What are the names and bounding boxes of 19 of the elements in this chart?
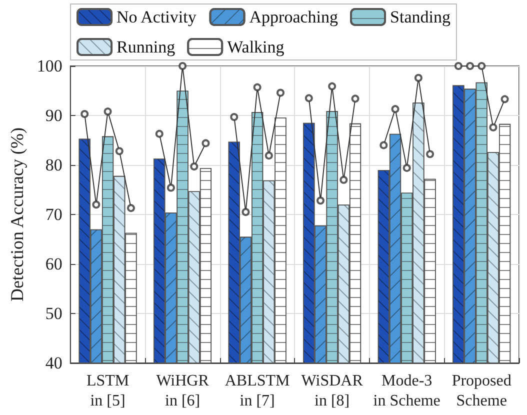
y-tick-label: 60 [45, 254, 62, 274]
x-tick-label: Proposed Scheme [452, 372, 512, 410]
y-tick-label: 70 [45, 205, 62, 224]
legend-label: Running [116, 38, 176, 56]
legend-label: No Activity [116, 8, 197, 26]
y-tick-label: 40 [45, 354, 62, 372]
legend-label: Standing [390, 8, 451, 26]
y-tick-label: 90 [45, 106, 62, 125]
x-tick-label: WiSDAR in [8] [301, 372, 364, 410]
y-tick-label: 100 [36, 56, 62, 76]
y-tick-label: 50 [45, 304, 62, 323]
x-tick-label: WiHGR in [6] [156, 372, 210, 410]
x-tick-label: LSTM in [5] [86, 372, 130, 410]
y-axis-title: Detection Accuracy (%) [7, 128, 27, 302]
x-tick-label: ABLSTM in [7] [224, 372, 290, 410]
x-tick-label: Mode-3 in Scheme [373, 372, 440, 410]
legend-label: Approaching [249, 8, 339, 26]
legend-label: Walking [227, 38, 285, 56]
y-tick-label: 80 [45, 156, 62, 174]
